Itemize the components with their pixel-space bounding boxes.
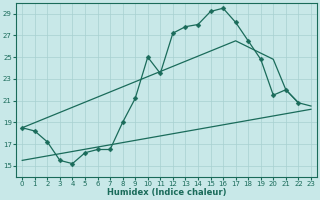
X-axis label: Humidex (Indice chaleur): Humidex (Indice chaleur) — [107, 188, 226, 197]
